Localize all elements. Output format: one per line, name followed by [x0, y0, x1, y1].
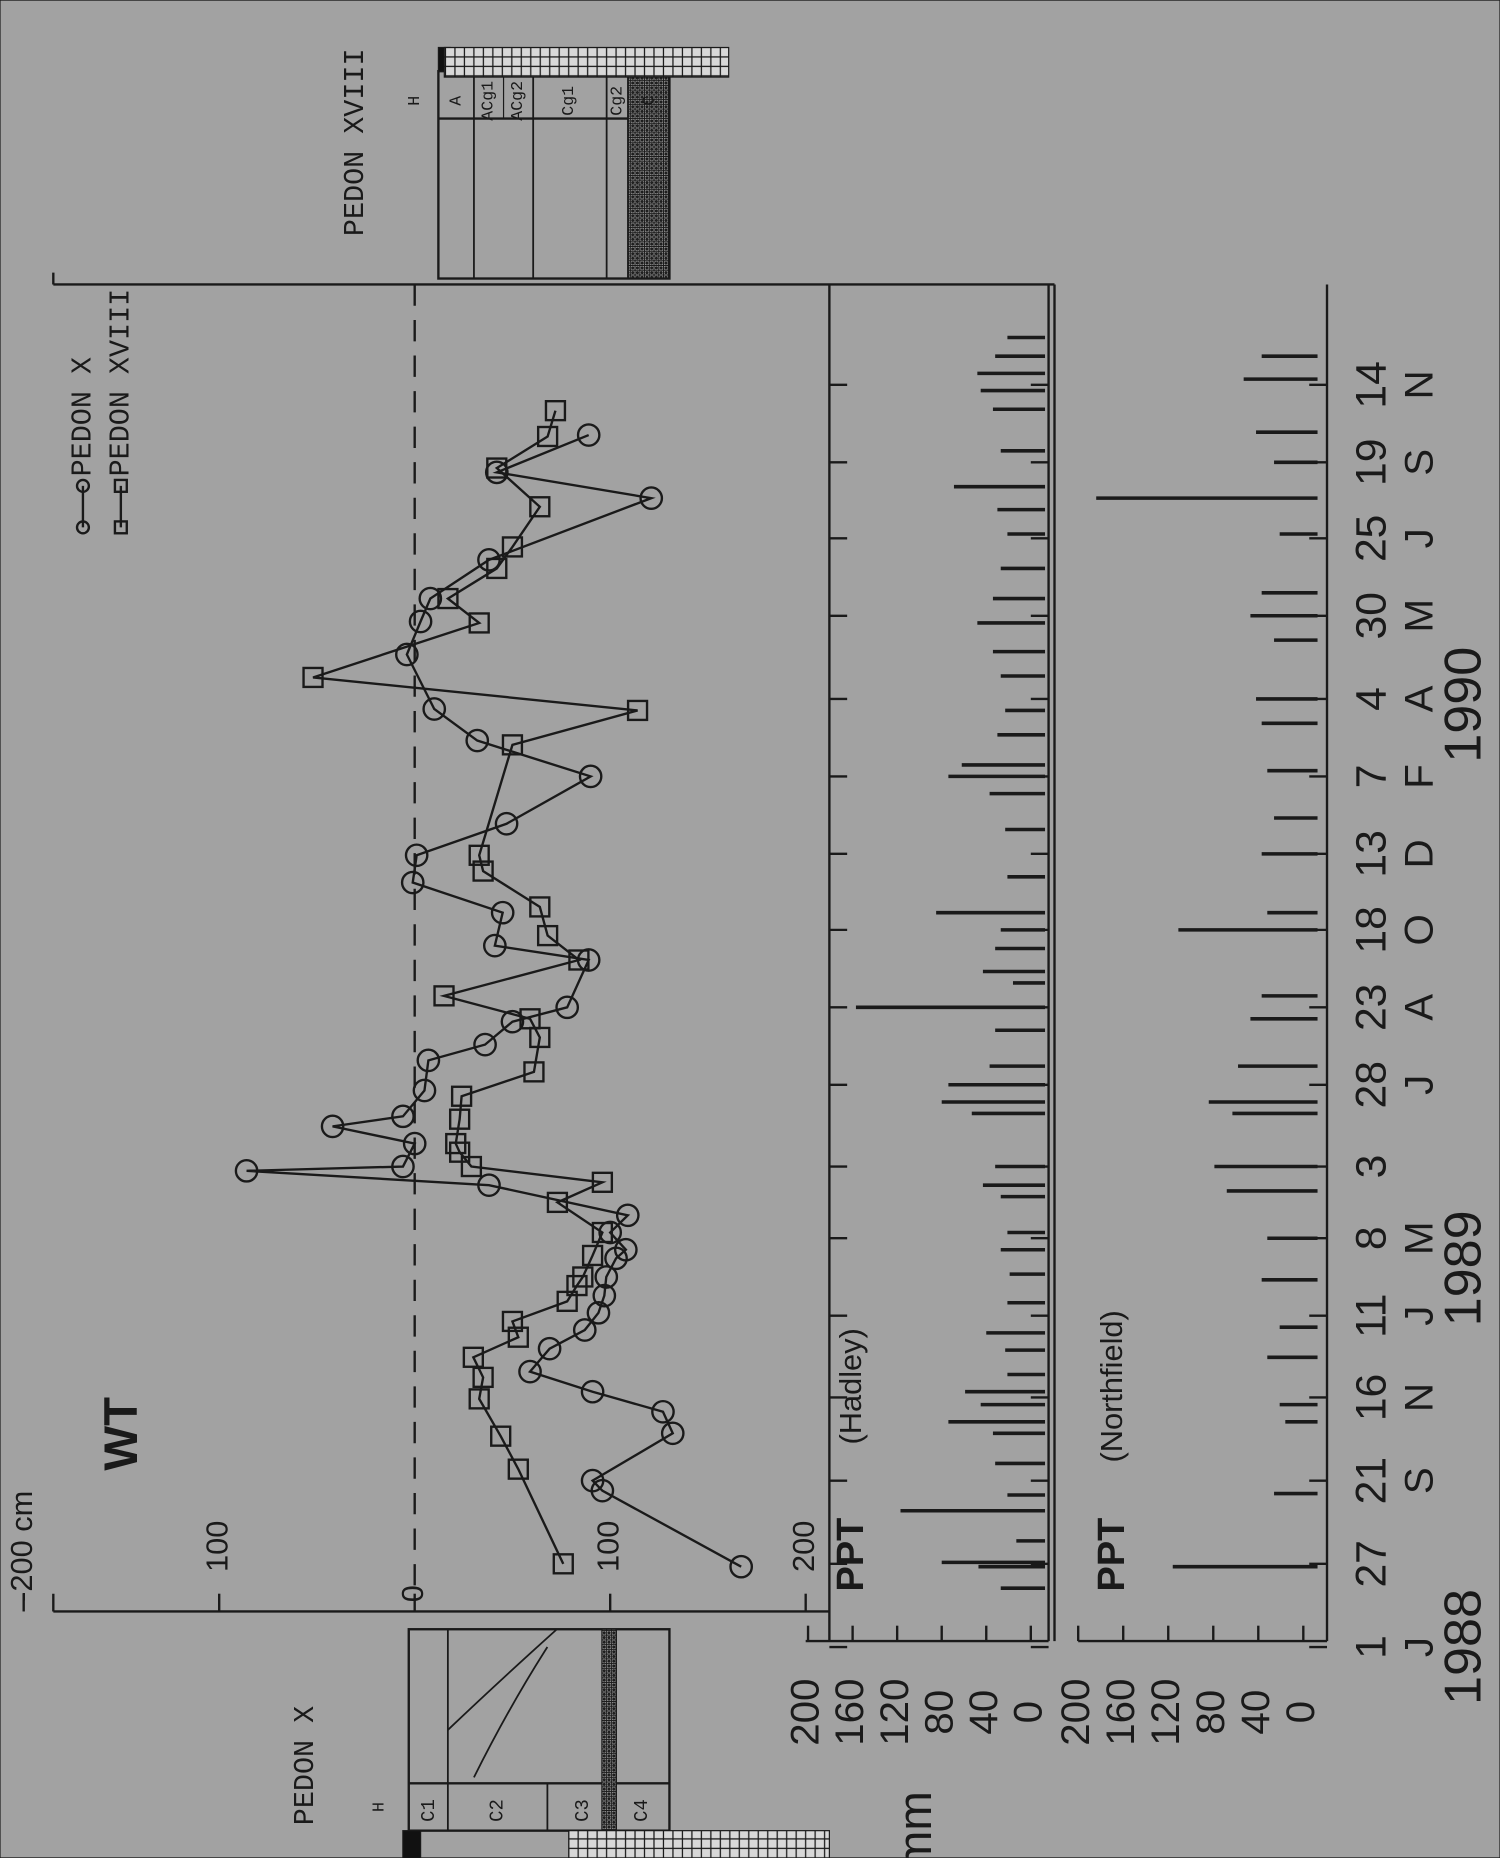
y-tick-label: 0	[1278, 1701, 1323, 1723]
horizon-label: Cg1	[559, 86, 578, 116]
profile-name: PEDON XVIII	[339, 48, 372, 236]
x-tick-label: 7	[1348, 765, 1396, 789]
y-tick-label: 0	[395, 1585, 430, 1602]
x-tick-label: 25	[1348, 515, 1396, 562]
y-axis-label: mm	[889, 1791, 942, 1858]
month-label: S	[1396, 1467, 1441, 1494]
horizon-label: C4	[631, 1799, 653, 1822]
x-tick-label: 16	[1348, 1374, 1396, 1421]
horizon-label: C	[640, 96, 659, 106]
x-tick-label: 3	[1348, 1155, 1396, 1179]
figure: WT-200 cm1000100200PEDON XPEDON XVIIIPPT…	[0, 0, 1500, 1858]
month-label: S	[1396, 449, 1441, 476]
panel-title: PPT	[830, 1518, 872, 1592]
month-label: N	[1396, 370, 1441, 399]
month-label: N	[1396, 1383, 1441, 1412]
x-tick-label: 21	[1348, 1457, 1396, 1504]
profile-name: PEDON X	[289, 1706, 322, 1825]
legend-label: PEDON X	[66, 357, 99, 476]
y-tick-label: 120	[872, 1679, 917, 1746]
month-label: M	[1396, 599, 1441, 633]
horizon-label: C3	[572, 1799, 594, 1822]
x-tick-label: 8	[1348, 1226, 1396, 1250]
y-tick-label: 160	[1098, 1679, 1143, 1746]
month-label: D	[1396, 839, 1441, 868]
y-tick-label: 80	[916, 1690, 961, 1735]
x-tick-label: 19	[1348, 439, 1396, 486]
horizon-label: C1	[418, 1799, 440, 1822]
month-label: A	[1396, 994, 1441, 1021]
y-tick-label: 120	[1143, 1679, 1188, 1746]
x-tick-label: 1	[1348, 1635, 1396, 1659]
y-tick-label: 160	[827, 1679, 872, 1746]
x-tick-label: 27	[1348, 1540, 1396, 1587]
year-label: 1989	[1435, 1210, 1493, 1326]
x-tick-label: 14	[1348, 361, 1396, 408]
y-tick-label: 200	[783, 1679, 828, 1746]
month-label: J	[1396, 528, 1441, 548]
month-label: J	[1396, 1075, 1441, 1095]
year-label: 1990	[1435, 647, 1493, 763]
x-tick-label: 23	[1348, 984, 1396, 1031]
horizon-label: Cg2	[608, 86, 627, 116]
panel-subtitle: (Northfield)	[1094, 1310, 1129, 1462]
horizon-label: C2	[487, 1799, 509, 1822]
y-tick-label: 40	[1233, 1690, 1278, 1735]
y-tick-label: 200	[1053, 1679, 1098, 1746]
y-tick-label: -200 cm	[4, 1491, 39, 1602]
y-tick-label: 40	[961, 1690, 1006, 1735]
x-tick-label: 13	[1348, 830, 1396, 877]
month-label: F	[1396, 764, 1441, 789]
page: {"chart_data": [ {"type": "line", "title…	[0, 0, 1500, 1858]
x-tick-label: 11	[1348, 1294, 1396, 1338]
horizon-label: ACg2	[508, 81, 527, 121]
x-tick-label: 28	[1348, 1061, 1396, 1108]
x-tick-label: 4	[1348, 687, 1396, 711]
legend-label: PEDON XVIII	[104, 289, 137, 477]
y-tick-label: 0	[1005, 1701, 1050, 1723]
month-label: O	[1396, 914, 1441, 945]
horizon-label: ACg1	[479, 81, 498, 121]
y-tick-label: 80	[1188, 1690, 1233, 1735]
chart-title: WT	[95, 1397, 148, 1471]
column-label: H	[370, 1802, 389, 1812]
y-tick-label: 100	[590, 1521, 625, 1572]
x-tick-label: 30	[1348, 592, 1396, 639]
y-tick-label: 100	[199, 1521, 234, 1572]
column-label: H	[405, 96, 424, 106]
x-tick-label: 18	[1348, 906, 1396, 953]
panel-title: PPT	[1091, 1518, 1133, 1592]
panel-subtitle: (Hadley)	[833, 1328, 868, 1444]
y-tick-label: 200	[786, 1521, 821, 1572]
horizon-label: A	[447, 96, 466, 106]
year-label: 1988	[1435, 1589, 1493, 1705]
